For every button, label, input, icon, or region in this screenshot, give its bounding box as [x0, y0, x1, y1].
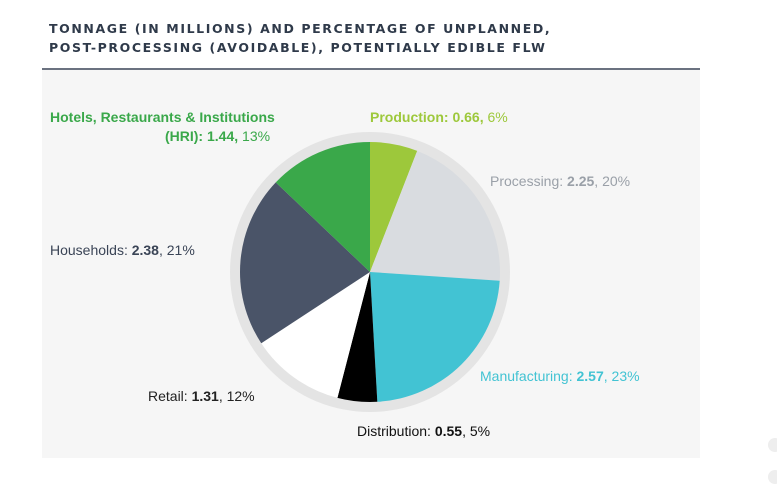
label-hri-name-2: (HRI):	[165, 128, 204, 144]
label-households-value: 2.38	[131, 242, 159, 258]
label-households-name: Households:	[50, 242, 128, 258]
label-hri-pct: 13%	[242, 128, 271, 144]
label-production-pct: 6%	[487, 109, 508, 125]
pie-slices	[240, 142, 501, 402]
pie-slice-hri	[275, 142, 370, 272]
label-manufacturing: Manufacturing: 2.57, 23%	[480, 368, 640, 384]
chart-header: TONNAGE (IN MILLIONS) AND PERCENTAGE OF …	[42, 0, 700, 70]
label-distribution-name: Distribution:	[357, 423, 431, 439]
chart-title-line-2: POST-PROCESSING (AVOIDABLE), POTENTIALLY…	[49, 40, 547, 55]
label-distribution-value: 0.55	[434, 423, 463, 439]
label-production-name: Production:	[370, 109, 449, 125]
label-retail-pct: 12%	[226, 388, 255, 404]
label-processing-pct: 20%	[602, 173, 631, 189]
pie-slice-processing	[370, 150, 501, 281]
edge-mark-top	[768, 438, 777, 452]
chart-title-line-1: TONNAGE (IN MILLIONS) AND PERCENTAGE OF …	[49, 21, 552, 36]
label-households: Households: 2.38, 21%	[50, 242, 195, 258]
label-hri-value: 1.44	[207, 128, 235, 144]
label-production-value: 0.66	[452, 109, 480, 125]
pie-slice-manufacturing	[370, 272, 500, 402]
label-households-pct: 21%	[166, 242, 195, 258]
label-retail-value: 1.31	[191, 388, 219, 404]
label-processing-value: 2.25	[567, 173, 595, 189]
label-hri-line-1: Hotels, Restaurants & Institutions	[50, 109, 275, 125]
pie-slice-retail	[261, 272, 370, 398]
pie-slice-production	[370, 142, 418, 272]
edge-mark-bottom	[768, 470, 777, 484]
label-processing-name: Processing:	[490, 173, 564, 189]
label-retail-name: Retail:	[148, 388, 188, 404]
pie-slice-households	[240, 182, 370, 344]
label-retail: Retail: 1.31, 12%	[148, 388, 255, 404]
label-processing: Processing: 2.25, 20%	[490, 173, 631, 189]
label-distribution-pct: 5%	[469, 423, 491, 439]
label-production: Production: 0.66, 6%	[370, 109, 508, 125]
label-manufacturing-name: Manufacturing:	[480, 368, 573, 384]
label-manufacturing-value: 2.57	[576, 368, 604, 384]
label-hri-line-2: (HRI): 1.44, 13%	[165, 128, 271, 144]
label-hri: Hotels, Restaurants & Institutions (HRI)…	[50, 108, 275, 146]
pie-slice-distribution	[337, 272, 378, 402]
label-manufacturing-pct: 23%	[611, 368, 640, 384]
label-distribution: Distribution: 0.55, 5%	[357, 423, 491, 439]
